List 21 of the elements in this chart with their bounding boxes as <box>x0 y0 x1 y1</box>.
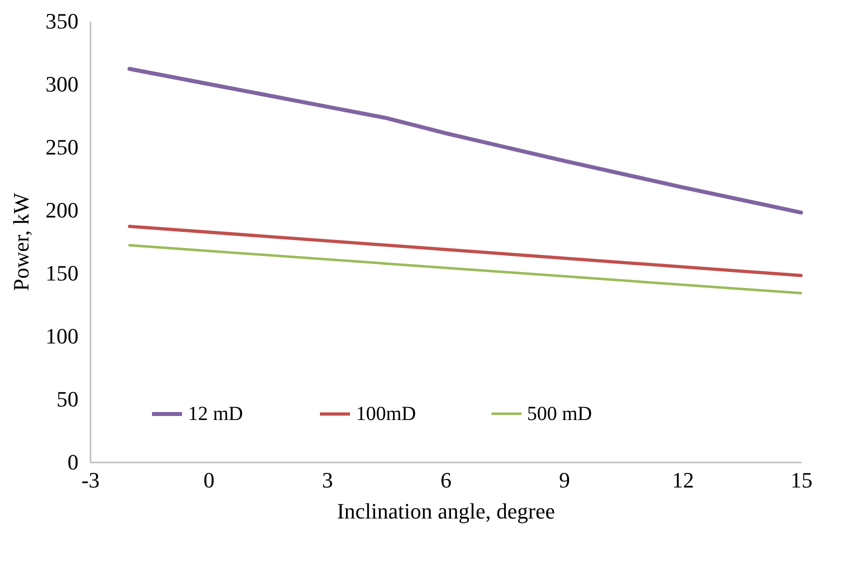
legend-label: 500 mD <box>527 402 592 425</box>
x-axis-title: Inclination angle, degree <box>336 498 556 524</box>
y-tick-label: 100 <box>46 324 78 348</box>
y-tick-label: 0 <box>68 450 78 474</box>
y-tick-label: 300 <box>46 72 78 96</box>
line-series <box>128 66 803 215</box>
legend-label: 100mD <box>356 403 416 425</box>
y-tick-label: 250 <box>46 134 78 160</box>
x-tick-label: 0 <box>204 468 214 492</box>
x-tick-label: -3 <box>81 468 100 492</box>
y-tick-label: 150 <box>46 260 78 286</box>
legend-label: 12 mD <box>188 403 243 425</box>
y-axis-title: Power, kW <box>8 192 34 292</box>
y-tick-label: 200 <box>46 198 78 222</box>
x-tick-label: 3 <box>322 468 333 492</box>
x-tick-label: 9 <box>559 468 570 492</box>
x-tick-label: 6 <box>440 468 452 492</box>
y-tick-label: 50 <box>56 386 78 412</box>
x-tick-label: 12 <box>672 468 694 492</box>
y-tick-label: 350 <box>46 8 78 34</box>
x-tick-label: 15 <box>790 468 812 492</box>
